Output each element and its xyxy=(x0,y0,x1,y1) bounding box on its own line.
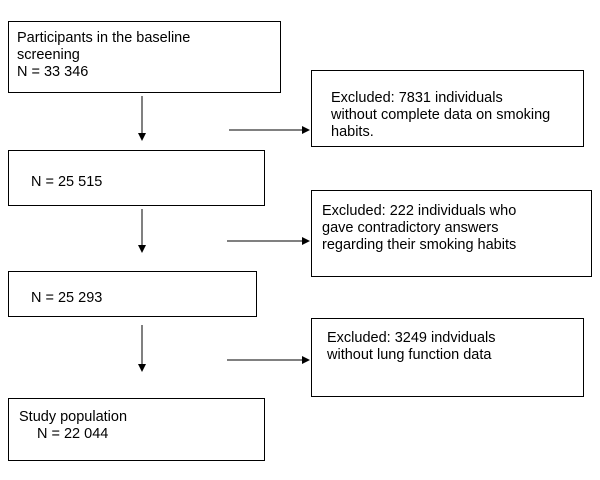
excluded-3-line-2: without lung function data xyxy=(327,347,492,363)
participants-box: Participants in the baseline screening N… xyxy=(8,21,281,93)
excluded-1-line-2: without complete data on smoking xyxy=(331,107,551,123)
remaining-box-2: N = 25 293 xyxy=(8,271,257,317)
participants-line-1: Participants in the baseline xyxy=(17,30,191,46)
excluded-box-3: Excluded: 3249 indviduals without lung f… xyxy=(311,318,584,397)
excluded-2-line-3: regarding their smoking habits xyxy=(322,237,517,253)
excluded-box-1: Excluded: 7831 individuals without compl… xyxy=(311,70,584,147)
excluded-1-line-3: habits. xyxy=(331,124,374,140)
study-population-label: Study population xyxy=(19,409,128,425)
remaining-count-2: N = 25 293 xyxy=(31,290,103,306)
excluded-box-2: Excluded: 222 individuals who gave contr… xyxy=(311,190,592,277)
excluded-1-line-1: Excluded: 7831 individuals xyxy=(331,90,503,106)
excluded-3-line-1: Excluded: 3249 indviduals xyxy=(327,330,496,346)
study-population-count: N = 22 044 xyxy=(37,426,109,442)
participants-line-2: screening xyxy=(17,47,80,63)
study-population-box: Study population N = 22 044 xyxy=(8,398,265,461)
excluded-2-line-1: Excluded: 222 individuals who xyxy=(322,203,517,219)
remaining-count-1: N = 25 515 xyxy=(31,174,103,190)
excluded-2-line-2: gave contradictory answers xyxy=(322,220,499,236)
remaining-box-1: N = 25 515 xyxy=(8,150,265,206)
participants-count: N = 33 346 xyxy=(17,64,89,80)
